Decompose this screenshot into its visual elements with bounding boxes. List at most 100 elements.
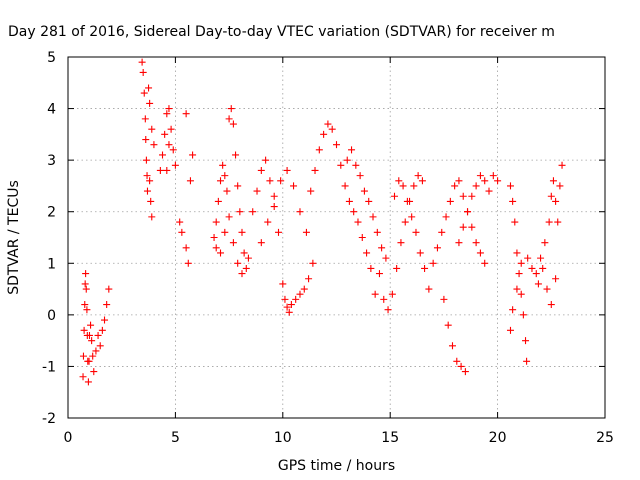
data-point [257, 166, 265, 174]
x-tick-label: 20 [489, 430, 507, 446]
plot-frame [67, 56, 606, 419]
data-point [352, 161, 360, 169]
data-point [138, 58, 146, 66]
data-point [350, 208, 358, 216]
data-point [82, 270, 90, 278]
data-point [161, 130, 169, 138]
data-point [227, 105, 235, 113]
data-point [481, 259, 489, 267]
chart-title: Day 281 of 2016, Sidereal Day-to-day VTE… [8, 24, 555, 40]
data-point [142, 156, 150, 164]
data-point [517, 290, 525, 298]
data-point [444, 321, 452, 329]
data-point [79, 352, 87, 360]
data-point [143, 187, 151, 195]
data-point [509, 306, 517, 314]
data-point [345, 197, 353, 205]
data-point [225, 213, 233, 221]
y-tick-label: -2 [42, 411, 56, 427]
data-point [90, 368, 98, 376]
data-point [476, 172, 484, 180]
data-point [101, 316, 109, 324]
data-point [236, 208, 244, 216]
data-point [234, 259, 242, 267]
data-point [262, 156, 270, 164]
y-axis-label: SDTVAR / TECUs [6, 180, 22, 295]
data-point [418, 177, 426, 185]
data-point [186, 177, 194, 185]
data-point [240, 249, 248, 257]
data-point [178, 228, 186, 236]
data-point [509, 197, 517, 205]
data-point [549, 177, 557, 185]
data-point [554, 218, 562, 226]
data-point [468, 223, 476, 231]
x-tick-label: 0 [64, 430, 73, 446]
x-tick-label: 15 [381, 430, 399, 446]
data-point [285, 308, 293, 316]
data-point [446, 197, 454, 205]
data-point [171, 161, 179, 169]
data-point [300, 285, 308, 293]
y-tick-label: -1 [42, 359, 56, 375]
data-point [552, 197, 560, 205]
data-point [83, 306, 91, 314]
x-tick-labels: 0 5 10 15 20 25 [64, 430, 614, 446]
data-point [367, 264, 375, 272]
data-point [253, 187, 261, 195]
data-point [403, 197, 411, 205]
data-point [459, 223, 467, 231]
data-point [244, 254, 252, 262]
y-tick-label: 2 [47, 205, 56, 221]
data-point [380, 295, 388, 303]
data-point [453, 357, 461, 365]
data-point [142, 136, 150, 144]
data-point [506, 182, 514, 190]
data-point [448, 342, 456, 350]
data-point [408, 213, 416, 221]
data-point [371, 290, 379, 298]
data-point [163, 166, 171, 174]
data-point [105, 285, 113, 293]
data-point [283, 166, 291, 174]
data-point [384, 306, 392, 314]
data-point [363, 249, 371, 257]
data-point [238, 270, 246, 278]
data-point [348, 146, 356, 154]
data-point [287, 301, 295, 309]
data-point [148, 125, 156, 133]
data-point [390, 192, 398, 200]
y-tick-label: 0 [47, 308, 56, 324]
data-point [438, 228, 446, 236]
data-point [229, 239, 237, 247]
data-point [399, 182, 407, 190]
data-point [489, 172, 497, 180]
data-point [84, 378, 92, 386]
data-point [425, 285, 433, 293]
data-point [182, 244, 190, 252]
data-point [524, 254, 532, 262]
data-point [513, 285, 521, 293]
data-point [89, 352, 97, 360]
data-point [556, 182, 564, 190]
data-point [476, 249, 484, 257]
data-point [442, 213, 450, 221]
data-point [232, 151, 240, 159]
data-point [88, 337, 96, 345]
data-point [412, 228, 420, 236]
data-point [143, 172, 151, 180]
data-point [234, 182, 242, 190]
data-point [167, 125, 175, 133]
data-point [81, 280, 89, 288]
data-point [506, 326, 514, 334]
data-point [257, 239, 265, 247]
y-tick-labels: -2 -1 0 1 2 3 4 5 [42, 50, 56, 427]
data-point [522, 337, 530, 345]
data-point [85, 331, 93, 339]
data-point [221, 228, 229, 236]
data-point [270, 203, 278, 211]
data-point [221, 172, 229, 180]
data-point [146, 99, 154, 107]
x-tick-label: 25 [596, 430, 614, 446]
